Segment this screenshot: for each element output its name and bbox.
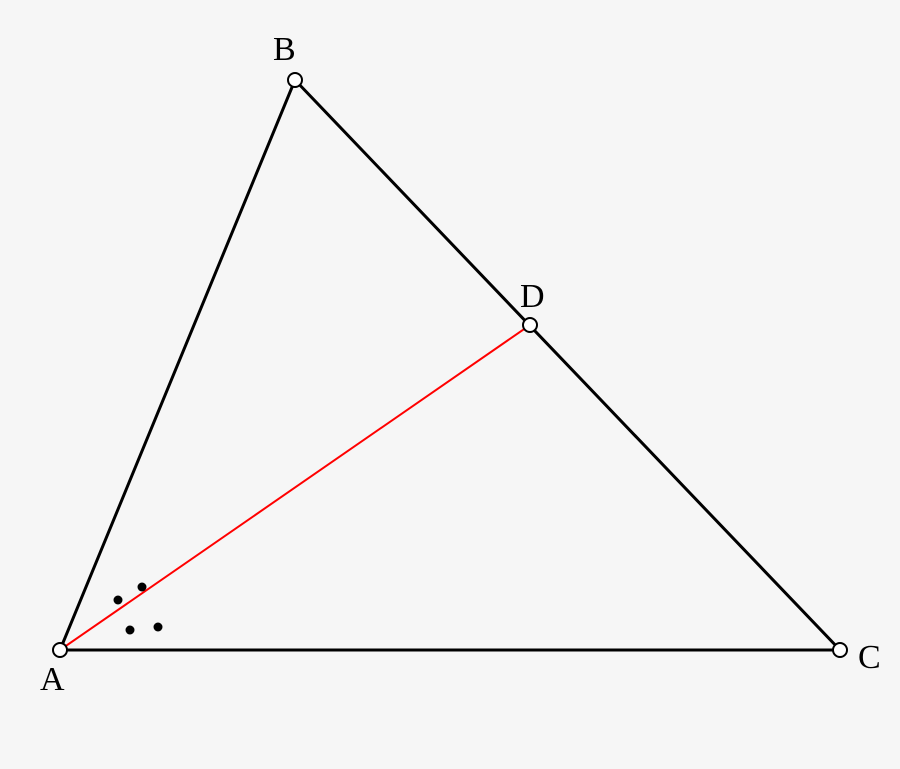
edge-AB	[60, 80, 295, 650]
label-B: B	[273, 31, 296, 68]
point-D	[523, 318, 537, 332]
angle-bisector	[60, 325, 530, 650]
label-A: A	[40, 661, 65, 698]
point-C	[833, 643, 847, 657]
label-C: C	[858, 639, 881, 676]
angle-mark-dot	[154, 623, 163, 632]
point-B	[288, 73, 302, 87]
geometry-diagram: A B C D	[0, 0, 900, 769]
label-D: D	[520, 278, 545, 315]
edge-BC	[295, 80, 840, 650]
point-A	[53, 643, 67, 657]
angle-mark-dot	[126, 626, 135, 635]
angle-mark-dot	[114, 596, 123, 605]
angle-mark-dot	[138, 583, 147, 592]
